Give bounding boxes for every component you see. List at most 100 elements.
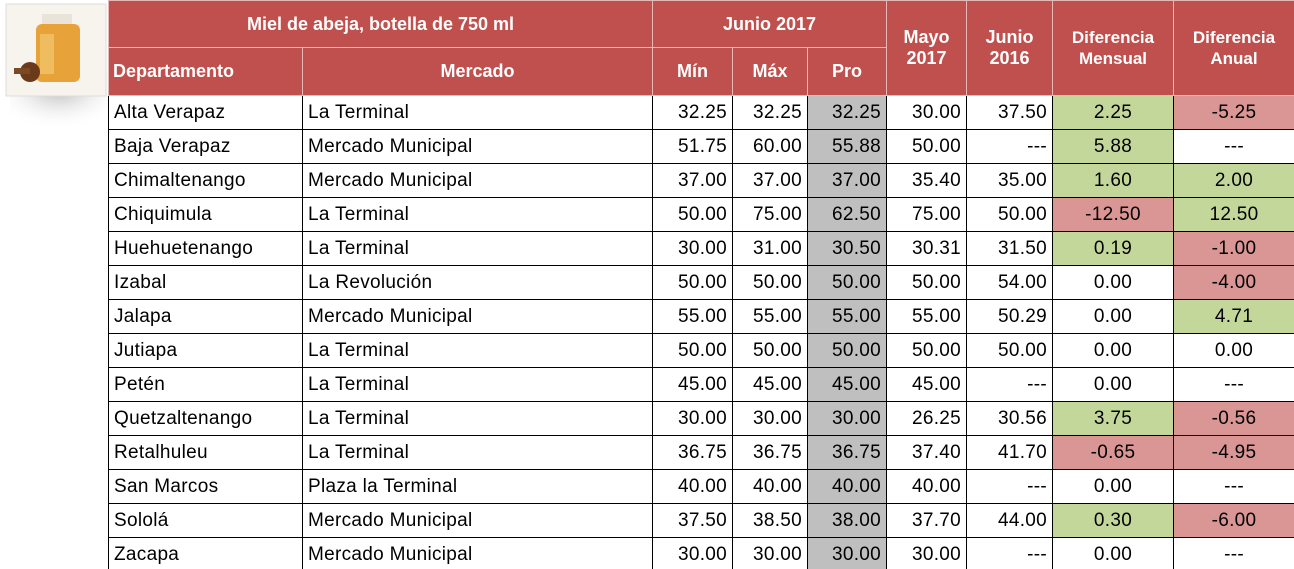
diff-annual-cell: 12.50 bbox=[1174, 198, 1294, 232]
june-2016-cell: 37.50 bbox=[967, 96, 1053, 130]
column-header: Diferencia Mensual bbox=[1053, 1, 1174, 96]
min-cell: 50.00 bbox=[653, 334, 733, 368]
diff-annual-cell: -4.00 bbox=[1174, 266, 1294, 300]
june-2016-cell: 50.00 bbox=[967, 198, 1053, 232]
min-cell: 50.00 bbox=[653, 198, 733, 232]
department-cell: Huehuetenango bbox=[109, 232, 303, 266]
department-cell: Chiquimula bbox=[109, 198, 303, 232]
avg-cell: 45.00 bbox=[808, 368, 887, 402]
min-cell: 30.00 bbox=[653, 402, 733, 436]
may-2017-cell: 37.70 bbox=[887, 504, 967, 538]
page: Miel de abeja, botella de 750 ml Junio 2… bbox=[0, 0, 1294, 569]
avg-cell: 50.00 bbox=[808, 266, 887, 300]
diff-annual-cell: --- bbox=[1174, 538, 1294, 569]
diff-annual-cell: -6.00 bbox=[1174, 504, 1294, 538]
column-header: Mín bbox=[653, 48, 733, 96]
department-cell: Alta Verapaz bbox=[109, 96, 303, 130]
diff-monthly-cell: 0.00 bbox=[1053, 538, 1174, 569]
market-cell: Mercado Municipal bbox=[303, 538, 653, 569]
may-2017-cell: 35.40 bbox=[887, 164, 967, 198]
max-cell: 45.00 bbox=[733, 368, 808, 402]
honey-icon bbox=[0, 0, 108, 130]
market-cell: Mercado Municipal bbox=[303, 130, 653, 164]
may-2017-cell: 40.00 bbox=[887, 470, 967, 504]
min-cell: 30.00 bbox=[653, 232, 733, 266]
table-title: Miel de abeja, botella de 750 ml bbox=[109, 1, 653, 48]
june-2016-cell: --- bbox=[967, 470, 1053, 504]
min-cell: 51.75 bbox=[653, 130, 733, 164]
may-2017-cell: 50.00 bbox=[887, 266, 967, 300]
avg-cell: 50.00 bbox=[808, 334, 887, 368]
june-2016-cell: --- bbox=[967, 538, 1053, 569]
diff-annual-cell: 0.00 bbox=[1174, 334, 1294, 368]
department-cell: Chimaltenango bbox=[109, 164, 303, 198]
max-cell: 32.25 bbox=[733, 96, 808, 130]
max-cell: 55.00 bbox=[733, 300, 808, 334]
may-2017-cell: 75.00 bbox=[887, 198, 967, 232]
june-2016-cell: 50.29 bbox=[967, 300, 1053, 334]
max-cell: 50.00 bbox=[733, 334, 808, 368]
may-2017-cell: 30.31 bbox=[887, 232, 967, 266]
min-cell: 37.50 bbox=[653, 504, 733, 538]
june-2016-cell: 35.00 bbox=[967, 164, 1053, 198]
may-2017-cell: 26.25 bbox=[887, 402, 967, 436]
department-cell: Zacapa bbox=[109, 538, 303, 569]
avg-cell: 55.88 bbox=[808, 130, 887, 164]
avg-cell: 36.75 bbox=[808, 436, 887, 470]
max-cell: 31.00 bbox=[733, 232, 808, 266]
department-cell: Jalapa bbox=[109, 300, 303, 334]
diff-annual-cell: --- bbox=[1174, 470, 1294, 504]
min-cell: 30.00 bbox=[653, 538, 733, 569]
diff-annual-cell: 4.71 bbox=[1174, 300, 1294, 334]
diff-monthly-cell: 0.00 bbox=[1053, 300, 1174, 334]
market-cell: La Terminal bbox=[303, 96, 653, 130]
department-cell: Jutiapa bbox=[109, 334, 303, 368]
may-2017-cell: 30.00 bbox=[887, 96, 967, 130]
diff-monthly-cell: 0.00 bbox=[1053, 470, 1174, 504]
department-cell: Quetzaltenango bbox=[109, 402, 303, 436]
diff-monthly-cell: 0.30 bbox=[1053, 504, 1174, 538]
min-cell: 55.00 bbox=[653, 300, 733, 334]
department-cell: Izabal bbox=[109, 266, 303, 300]
diff-annual-cell: -5.25 bbox=[1174, 96, 1294, 130]
diff-monthly-cell: 2.25 bbox=[1053, 96, 1174, 130]
max-cell: 30.00 bbox=[733, 402, 808, 436]
market-cell: Mercado Municipal bbox=[303, 164, 653, 198]
department-cell: San Marcos bbox=[109, 470, 303, 504]
market-cell: Mercado Municipal bbox=[303, 300, 653, 334]
min-cell: 36.75 bbox=[653, 436, 733, 470]
diff-annual-cell: --- bbox=[1174, 368, 1294, 402]
may-2017-cell: 50.00 bbox=[887, 130, 967, 164]
min-cell: 40.00 bbox=[653, 470, 733, 504]
column-header: Departamento bbox=[109, 48, 303, 96]
market-cell: La Revolución bbox=[303, 266, 653, 300]
june-2016-cell: --- bbox=[967, 368, 1053, 402]
may-2017-cell: 45.00 bbox=[887, 368, 967, 402]
market-cell: La Terminal bbox=[303, 198, 653, 232]
department-cell: Sololá bbox=[109, 504, 303, 538]
diff-annual-cell: --- bbox=[1174, 130, 1294, 164]
diff-annual-cell: 2.00 bbox=[1174, 164, 1294, 198]
market-cell: La Terminal bbox=[303, 232, 653, 266]
diff-monthly-cell: 0.00 bbox=[1053, 368, 1174, 402]
column-header: Pro bbox=[808, 48, 887, 96]
column-header: Máx bbox=[733, 48, 808, 96]
column-header: Junio 2016 bbox=[967, 1, 1053, 96]
june-2016-cell: --- bbox=[967, 130, 1053, 164]
department-cell: Retalhuleu bbox=[109, 436, 303, 470]
may-2017-cell: 30.00 bbox=[887, 538, 967, 569]
may-2017-cell: 50.00 bbox=[887, 334, 967, 368]
market-cell: La Terminal bbox=[303, 436, 653, 470]
max-cell: 75.00 bbox=[733, 198, 808, 232]
